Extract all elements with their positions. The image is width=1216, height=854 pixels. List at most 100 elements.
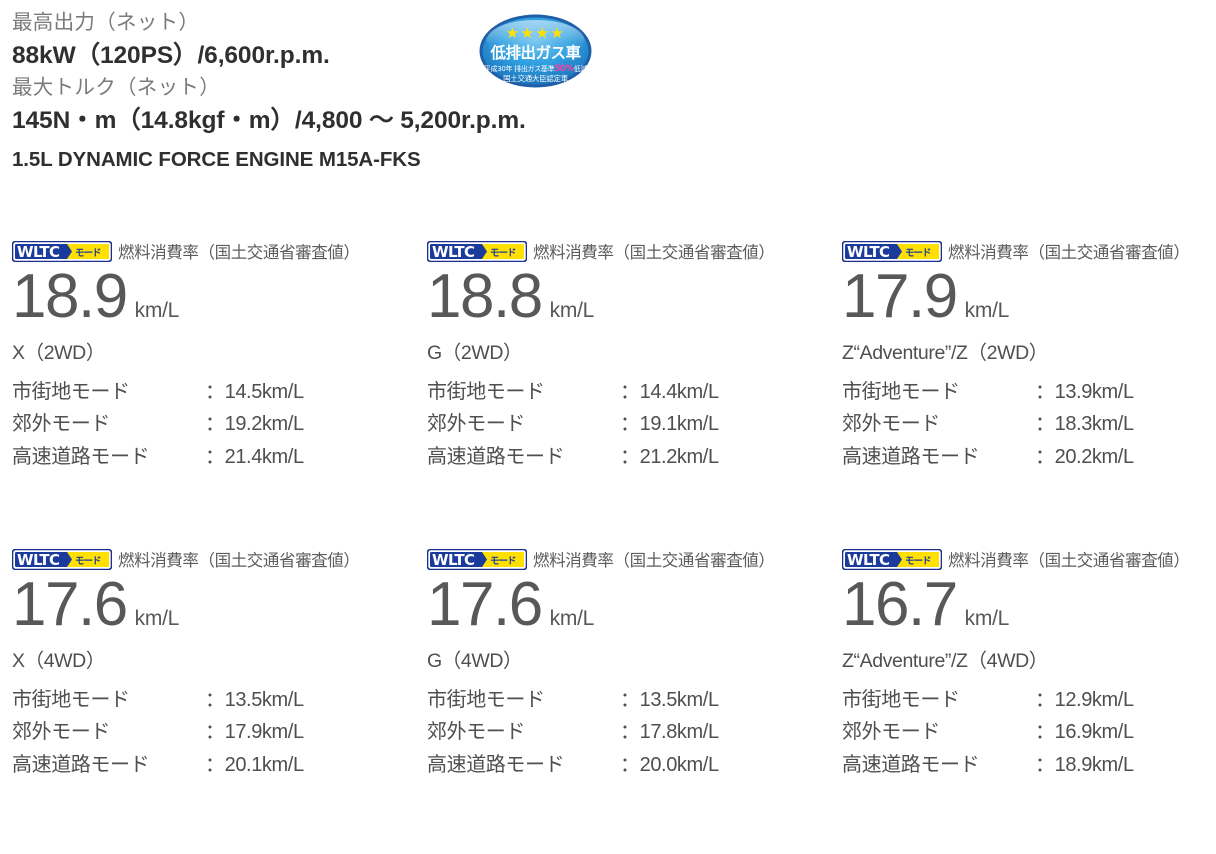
engine-spec-block: 最高出力（ネット） 88kW（120PS）/6,600r.p.m. 最大トルク（… [12,8,912,176]
fuel-economy-card: WLTC モード 燃料消費率（国土交通省審査値） 17.6 km/L X（4WD… [0,546,415,854]
wltc-mode-logo-icon: WLTC モード [427,548,527,570]
combined-unit: km/L [549,299,595,322]
mode-list: 市街地モード ：13.5km/L 郊外モード ：17.8km/L 高速道路モード… [427,684,830,781]
mode-value: ：21.2km/L [620,445,719,468]
fuel-economy-card: WLTC モード 燃料消費率（国土交通省審査値） 18.9 km/L X（2WD… [0,238,415,546]
combined-value-row: 18.9 km/L [12,266,415,328]
mode-label: 市街地モード [427,689,545,711]
svg-text:WLTC: WLTC [847,243,890,261]
mode-label: 市街地モード [427,381,545,403]
svg-text:低排出ガス車: 低排出ガス車 [489,43,581,62]
svg-text:WLTC: WLTC [847,551,890,569]
combined-value-row: 17.6 km/L [427,574,830,636]
wltc-mode-logo-icon: WLTC モード [12,548,112,570]
combined-unit: km/L [134,607,180,630]
low-emission-oval-badge-icon: ★★★★ 低排出ガス車 平成30年 排出ガス基準50%低減 国土交通大臣認定車 [478,13,593,89]
mode-value: ：19.1km/L [620,413,719,436]
combined-fuel-economy: 17.6 [12,570,128,639]
mode-row: 高速道路モード ：18.9km/L [842,749,1216,781]
card-header: WLTC モード 燃料消費率（国土交通省審査値） [427,546,830,572]
svg-text:WLTC: WLTC [432,551,475,569]
fuel-economy-card: WLTC モード 燃料消費率（国土交通省審査値） 16.7 km/L Z“Adv… [830,546,1216,854]
mode-value: ：20.1km/L [205,753,304,776]
svg-text:モード: モード [490,248,516,259]
combined-unit: km/L [964,607,1010,630]
mode-value: ：17.8km/L [620,721,719,744]
mode-label: 高速道路モード [842,753,980,776]
mode-row: 市街地モード ：12.9km/L [842,684,1216,716]
svg-text:モード: モード [905,248,931,259]
grade-name: Z“Adventure”/Z（2WD） [842,342,1048,364]
mode-label: 市街地モード [842,689,960,711]
combined-value-row: 17.6 km/L [12,574,415,636]
mode-label: 市街地モード [842,381,960,403]
fuel-economy-card: WLTC モード 燃料消費率（国土交通省審査値） 17.6 km/L G（4WD… [415,546,830,854]
fuel-economy-card: WLTC モード 燃料消費率（国土交通省審査値） 17.9 km/L Z“Adv… [830,238,1216,546]
mode-value: ：14.4km/L [620,381,719,403]
card-caption: 燃料消費率（国土交通省審査値） [118,244,360,262]
mode-row: 郊外モード ：18.3km/L [842,408,1216,440]
mode-row: 高速道路モード ：20.1km/L [12,749,415,781]
mode-row: 市街地モード ：13.5km/L [427,684,830,716]
combined-fuel-economy: 18.9 [12,262,128,331]
mode-label: 高速道路モード [12,445,150,468]
svg-text:平成30年 排出ガス基準50%低減: 平成30年 排出ガス基準50%低減 [484,64,588,74]
mode-label: 郊外モード [842,721,940,744]
svg-text:WLTC: WLTC [17,551,60,569]
card-header: WLTC モード 燃料消費率（国土交通省審査値） [12,238,415,264]
combined-value-row: 17.9 km/L [842,266,1216,328]
mode-label: 郊外モード [427,413,525,436]
low-emission-badge: ★★★★ 低排出ガス車 平成30年 排出ガス基準50%低減 国土交通大臣認定車 [477,12,594,90]
max-torque-value: 145N・m（14.8kgf・m）/4,800 〜 5,200r.p.m. [12,106,526,134]
svg-text:WLTC: WLTC [432,243,475,261]
fuel-economy-card: WLTC モード 燃料消費率（国土交通省審査値） 18.8 km/L G（2WD… [415,238,830,546]
mode-row: 高速道路モード ：21.4km/L [12,441,415,473]
mode-value: ：20.0km/L [620,753,719,776]
mode-value: ：13.9km/L [1035,381,1134,403]
mode-value: ：19.2km/L [205,413,304,436]
card-header: WLTC モード 燃料消費率（国土交通省審査値） [12,546,415,572]
svg-text:モード: モード [905,556,931,567]
combined-fuel-economy: 17.6 [427,570,543,639]
svg-text:★★★★: ★★★★ [506,24,566,42]
combined-fuel-economy: 16.7 [842,570,958,639]
wltc-mode-logo-icon: WLTC モード [842,240,942,262]
mode-value: ：12.9km/L [1035,689,1134,711]
mode-label: 高速道路モード [12,753,150,776]
grade-name: X（4WD） [12,650,105,672]
mode-list: 市街地モード ：12.9km/L 郊外モード ：16.9km/L 高速道路モード… [842,684,1216,781]
mode-value: ：20.2km/L [1035,445,1134,468]
combined-fuel-economy: 17.9 [842,262,958,331]
card-caption: 燃料消費率（国土交通省審査値） [948,552,1190,570]
mode-value: ：13.5km/L [620,689,719,711]
mode-value: ：16.9km/L [1035,721,1134,744]
card-caption: 燃料消費率（国土交通省審査値） [533,244,775,262]
grade-name: G（2WD） [427,342,523,364]
mode-label: 市街地モード [12,381,130,403]
grade-name: X（2WD） [12,342,105,364]
mode-label: 郊外モード [842,413,940,436]
mode-value: ：13.5km/L [205,689,304,711]
svg-text:モード: モード [75,556,101,567]
svg-text:モード: モード [75,248,101,259]
fuel-economy-card-grid: WLTC モード 燃料消費率（国土交通省審査値） 18.9 km/L X（2WD… [0,238,1216,854]
mode-list: 市街地モード ：13.9km/L 郊外モード ：18.3km/L 高速道路モード… [842,376,1216,473]
max-torque-label: 最大トルク（ネット） [12,76,220,100]
mode-list: 市街地モード ：14.5km/L 郊外モード ：19.2km/L 高速道路モード… [12,376,415,473]
mode-row: 郊外モード ：17.9km/L [12,716,415,748]
grade-name: G（4WD） [427,650,523,672]
wltc-mode-logo-icon: WLTC モード [427,240,527,262]
mode-row: 市街地モード ：13.9km/L [842,376,1216,408]
mode-label: 市街地モード [12,689,130,711]
card-caption: 燃料消費率（国土交通省審査値） [533,552,775,570]
mode-value: ：17.9km/L [205,721,304,744]
mode-label: 高速道路モード [427,445,565,468]
mode-label: 郊外モード [12,413,110,436]
svg-text:WLTC: WLTC [17,243,60,261]
mode-row: 高速道路モード ：21.2km/L [427,441,830,473]
mode-value: ：21.4km/L [205,445,304,468]
combined-fuel-economy: 18.8 [427,262,543,331]
mode-row: 郊外モード ：17.8km/L [427,716,830,748]
card-header: WLTC モード 燃料消費率（国土交通省審査値） [842,238,1216,264]
max-power-label: 最高出力（ネット） [12,11,200,34]
